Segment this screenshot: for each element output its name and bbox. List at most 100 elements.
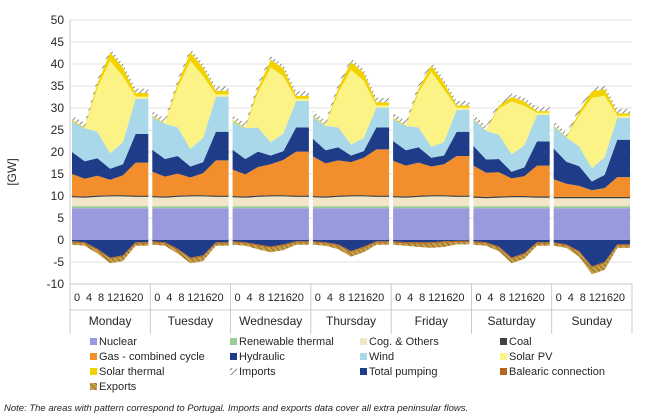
legend-item-total-pumping: Total pumping	[360, 366, 438, 378]
x-hour-tick-label: 12	[187, 292, 199, 304]
day-label-saturday: Saturday	[488, 314, 536, 328]
area-renewable-thermal-monday	[72, 206, 149, 209]
x-hour-tick-label: 20	[533, 292, 545, 304]
legend-label: Renewable thermal	[239, 336, 334, 348]
x-hour-tick-label: 0	[395, 292, 401, 304]
area-nuclear-sunday	[553, 208, 630, 240]
y-tick-label: -10	[47, 277, 65, 291]
area-coal-friday	[393, 195, 470, 198]
area-renewable-thermal-tuesday	[152, 206, 229, 209]
x-hour-tick-label: 12	[107, 292, 119, 304]
area-exports-monday	[72, 242, 149, 264]
area-hydraulic-saturday	[473, 141, 550, 179]
x-hour-tick-label: 0	[235, 292, 241, 304]
area-gas-combined-cycle-wednesday	[232, 151, 309, 197]
x-hour-tick-label: 8	[259, 292, 265, 304]
y-tick-label: 30	[51, 101, 65, 115]
area-renewable-thermal-friday	[393, 206, 470, 209]
area-hydraulic-thursday	[312, 127, 390, 164]
area-solar-pv-monday	[72, 60, 149, 154]
area-solar-thermal-wednesday	[232, 59, 309, 129]
y-tick-label: 10	[51, 189, 65, 203]
area-balearic-connection-monday	[72, 241, 149, 259]
legend-label: Gas - combined cycle	[99, 351, 205, 363]
y-tick-label: 5	[57, 211, 64, 225]
legend-swatch	[230, 353, 237, 360]
area-gas-combined-cycle-sunday	[553, 177, 630, 197]
area-exports-sunday	[553, 243, 630, 275]
area-hydraulic-tuesday	[152, 131, 229, 178]
day-label-wednesday: Wednesday	[239, 314, 302, 328]
x-hour-tick-label: 12	[268, 292, 280, 304]
area-total-pumping-saturday	[473, 240, 550, 258]
x-hour-tick-label: 20	[211, 292, 223, 304]
area-coal-tuesday	[152, 195, 229, 198]
legend-label: Balearic connection	[509, 366, 605, 378]
y-tick-label: 50	[51, 13, 65, 27]
area-hydraulic-monday	[72, 134, 149, 180]
x-hour-tick-label: 12	[589, 292, 601, 304]
x-hour-tick-label: 4	[487, 292, 493, 304]
area-cog-others-sunday	[553, 198, 630, 207]
x-hour-tick-label: 16	[440, 292, 452, 304]
area-nuclear-saturday	[473, 208, 550, 240]
legend-label: Wind	[369, 351, 394, 363]
area-exports-friday	[393, 242, 470, 248]
area-renewable-thermal-sunday	[553, 206, 630, 209]
x-hour-tick-label: 4	[568, 292, 574, 304]
legend-item-renewable-thermal: Renewable thermal	[230, 336, 334, 348]
area-nuclear-monday	[72, 208, 149, 240]
area-wind-friday	[393, 109, 470, 158]
legend: Nuclear Renewable thermal Cog. & Others Coa…	[90, 336, 605, 393]
area-imports-friday	[393, 61, 470, 126]
x-hour-tick-label: 20	[292, 292, 304, 304]
area-total-pumping-thursday	[312, 240, 390, 251]
legend-item-exports: Exports	[90, 381, 137, 393]
x-hour-tick-label: 4	[247, 292, 253, 304]
legend-swatch	[230, 368, 237, 375]
legend-swatch	[500, 368, 507, 375]
legend-label: Solar thermal	[99, 366, 164, 378]
area-exports-saturday	[473, 242, 550, 264]
legend-swatch	[360, 368, 367, 375]
area-solar-thermal-sunday	[553, 89, 630, 138]
area-renewable-thermal-saturday	[473, 206, 550, 209]
area-coal-monday	[72, 195, 149, 198]
legend-item-nuclear: Nuclear	[90, 336, 137, 348]
y-tick-label: 0	[57, 233, 64, 247]
legend-item-cog-others: Cog. & Others	[360, 336, 439, 348]
area-gas-combined-cycle-tuesday	[152, 160, 229, 197]
chart-note: Note: The areas with pattern correspond …	[4, 403, 468, 414]
legend-label: Solar PV	[509, 351, 553, 363]
x-hour-tick-label: 0	[556, 292, 562, 304]
area-renewable-thermal-wednesday	[232, 206, 309, 209]
legend-item-hydraulic: Hydraulic	[230, 351, 285, 363]
legend-swatch	[360, 353, 367, 360]
legend-label: Imports	[239, 366, 276, 378]
y-tick-label: 20	[51, 145, 65, 159]
y-tick-label: 45	[51, 35, 65, 49]
area-coal-sunday	[553, 196, 630, 199]
area-total-pumping-friday	[393, 240, 470, 243]
area-solar-pv-thursday	[312, 69, 390, 145]
area-imports-thursday	[312, 58, 390, 126]
x-hour-tick-label: 20	[613, 292, 625, 304]
y-axis-label: [GW]	[5, 158, 19, 185]
legend-label: Total pumping	[369, 366, 438, 378]
area-solar-pv-sunday	[553, 95, 630, 169]
area-solar-pv-tuesday	[152, 60, 229, 149]
legend-label: Hydraulic	[239, 351, 285, 363]
x-hour-tick-label: 4	[407, 292, 413, 304]
x-hour-tick-label: 16	[520, 292, 532, 304]
area-nuclear-thursday	[312, 208, 390, 240]
legend-label: Coal	[509, 336, 532, 348]
area-wind-thursday	[312, 107, 390, 156]
x-hour-tick-label: 4	[327, 292, 333, 304]
area-coal-thursday	[312, 195, 390, 198]
area-gas-combined-cycle-thursday	[312, 149, 390, 197]
area-hydraulic-sunday	[553, 139, 630, 191]
x-hour-tick-label: 0	[154, 292, 160, 304]
area-gas-combined-cycle-saturday	[473, 165, 550, 197]
